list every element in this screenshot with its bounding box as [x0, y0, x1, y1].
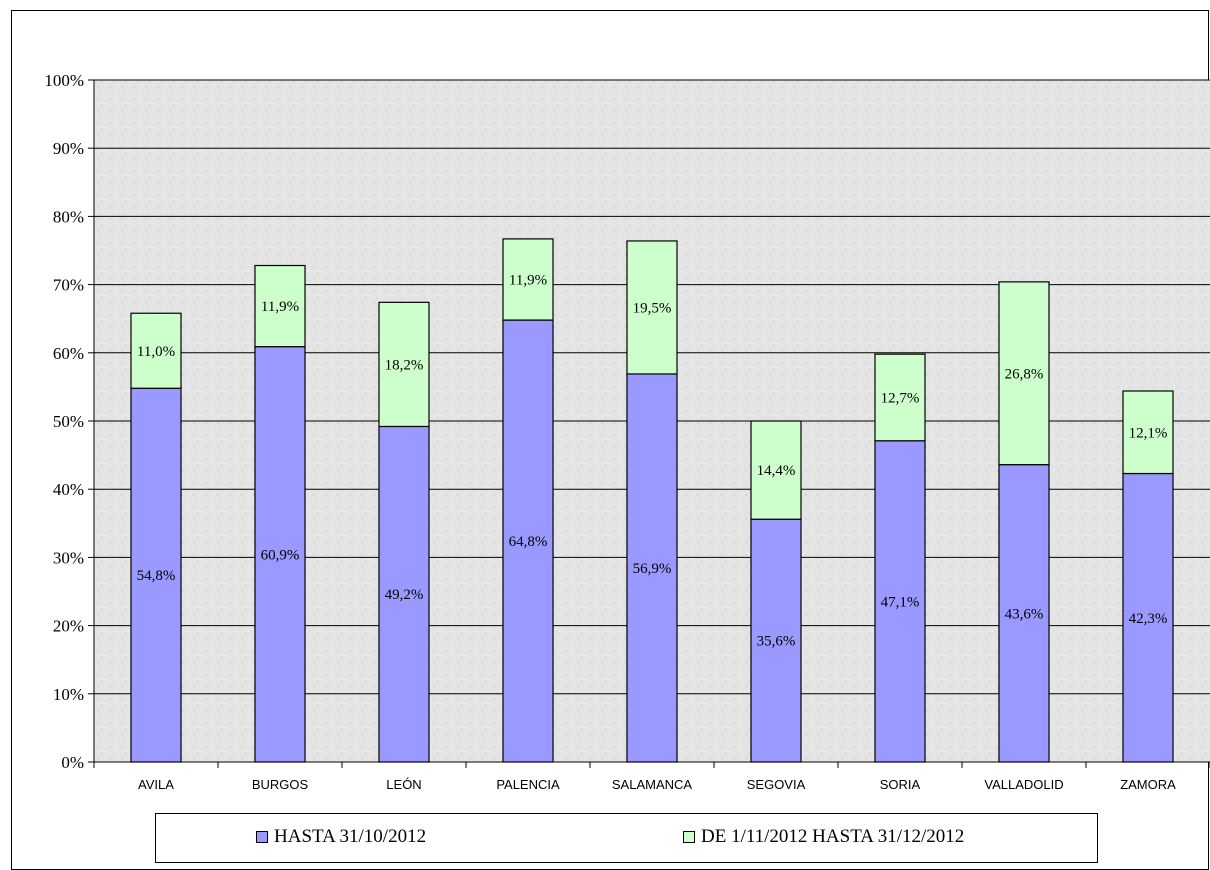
y-tick-label: 60% — [53, 344, 84, 363]
y-tick-label: 100% — [44, 71, 84, 90]
data-label-series-2: 14,4% — [757, 463, 796, 479]
data-label-series-1: 49,2% — [385, 587, 424, 603]
x-tick-label: PALENCIA — [496, 777, 560, 792]
data-label-series-2: 11,9% — [509, 272, 547, 288]
data-labels: 54,8% 11,0% 60,9% 11,9% 49,2% 18,2% 64,8% 11,9%… — [137, 272, 1168, 649]
data-label-series-1: 56,9% — [633, 561, 672, 577]
bar-segment-series-1 — [998, 464, 1050, 763]
data-label-series-1: 42,3% — [1129, 611, 1168, 627]
bar-segment-series-2 — [378, 301, 430, 428]
legend-label-series-2: DE 1/11/2012 HASTA 31/12/2012 — [701, 826, 965, 847]
x-tick-label: SALAMANCA — [612, 777, 693, 792]
data-label-series-2: 19,5% — [633, 300, 672, 316]
y-tick-label: 30% — [53, 548, 84, 567]
bar-segment-series-1 — [378, 425, 430, 763]
data-label-series-2: 11,0% — [137, 344, 175, 360]
y-tick-label: 90% — [53, 139, 84, 158]
legend-swatch-series-1 — [256, 831, 268, 843]
data-label-series-2: 12,1% — [1129, 425, 1168, 441]
bars — [130, 238, 1174, 763]
y-tick-label: 40% — [53, 480, 84, 499]
y-tick-label: 50% — [53, 412, 84, 431]
x-tick-label: SORIA — [880, 777, 921, 792]
x-tick-label: ZAMORA — [1120, 777, 1176, 792]
data-label-series-1: 35,6% — [757, 634, 796, 650]
bar-segment-series-2 — [502, 238, 554, 321]
x-tick-label: LEÓN — [386, 777, 421, 792]
y-tick-label: 80% — [53, 207, 84, 226]
data-label-series-1: 60,9% — [261, 547, 300, 563]
legend: HASTA 31/10/2012 DE 1/11/2012 HASTA 31/1… — [155, 813, 1098, 863]
legend-item-series-1: HASTA 31/10/2012 — [256, 826, 426, 848]
bar-segment-series-2 — [254, 264, 306, 348]
bar-segment-series-1 — [874, 440, 926, 763]
data-label-series-1: 64,8% — [509, 534, 548, 550]
bar-segment-series-1 — [130, 387, 182, 763]
y-tick-label: 70% — [53, 276, 84, 295]
bar-segment-series-2 — [750, 420, 802, 520]
x-tick-label: SEGOVIA — [747, 777, 806, 792]
bar-segment-series-2 — [1122, 390, 1174, 475]
data-label-series-1: 43,6% — [1005, 606, 1044, 622]
data-label-series-2: 11,9% — [261, 299, 299, 315]
bar-segment-series-2 — [626, 240, 678, 375]
bar-segment-series-1 — [254, 346, 306, 763]
data-label-series-2: 12,7% — [881, 390, 920, 406]
bar-segment-series-1 — [1122, 472, 1174, 763]
bar-segment-series-2 — [130, 312, 182, 389]
y-tick-label: 0% — [61, 753, 84, 772]
x-tick-label: VALLADOLID — [984, 777, 1063, 792]
data-label-series-2: 18,2% — [385, 357, 424, 373]
data-label-series-1: 54,8% — [137, 568, 176, 584]
bar-segment-series-1 — [626, 373, 678, 763]
legend-swatch-series-2 — [683, 831, 695, 843]
data-label-series-2: 26,8% — [1005, 366, 1044, 382]
y-tick-label: 20% — [53, 617, 84, 636]
legend-label-series-1: HASTA 31/10/2012 — [274, 826, 427, 847]
legend-item-series-2: DE 1/11/2012 HASTA 31/12/2012 — [683, 826, 964, 848]
axes: 0% 10% 20% 30% 40% 50% 60% 70% 80% 90% 100% AVILA BU… — [44, 71, 1210, 792]
data-label-series-1: 47,1% — [881, 594, 920, 610]
bar-segment-series-1 — [750, 518, 802, 763]
bar-segment-series-2 — [998, 281, 1050, 466]
x-tick-label: AVILA — [138, 777, 174, 792]
x-tick-label: BURGOS — [252, 777, 309, 792]
bar-segment-series-1 — [502, 319, 554, 763]
y-tick-label: 10% — [53, 685, 84, 704]
bar-segment-series-2 — [874, 353, 926, 442]
